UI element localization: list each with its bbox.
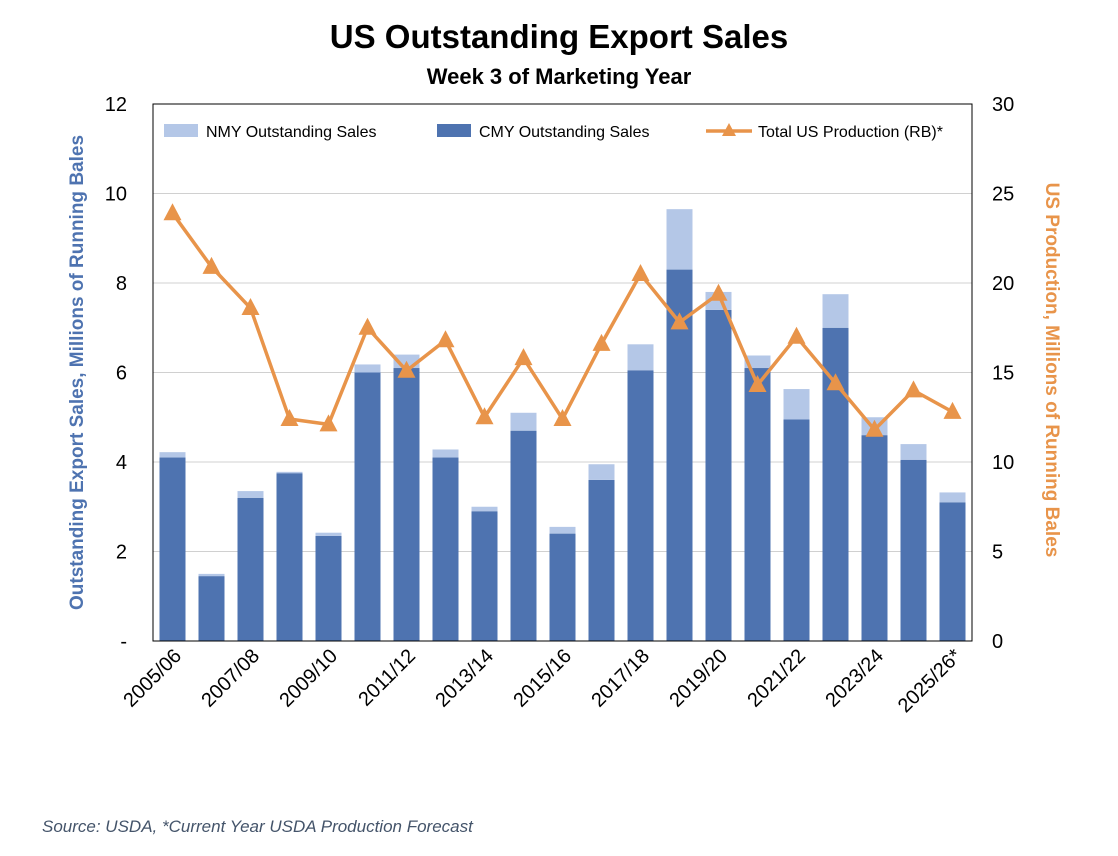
- y-right-tick-label: 0: [992, 631, 1003, 653]
- nmy-bar: [159, 452, 186, 458]
- production-marker: [748, 375, 767, 393]
- production-marker: [865, 419, 884, 437]
- cmy-bar: [315, 535, 342, 641]
- y-left-tick-label: 8: [116, 273, 127, 295]
- production-marker: [943, 401, 962, 419]
- x-tick-label: 2017/18: [587, 645, 654, 712]
- nmy-bar: [666, 209, 693, 270]
- production-marker: [514, 348, 533, 366]
- plot-frame: [152, 103, 973, 642]
- production-marker: [202, 256, 221, 274]
- x-tick-label: 2007/08: [197, 645, 264, 712]
- chart-title: US Outstanding Export Sales: [329, 18, 789, 55]
- production-marker: [241, 298, 260, 316]
- cmy-bar: [471, 511, 498, 641]
- source-note: Source: USDA, *Current Year USDA Product…: [42, 817, 473, 836]
- production-marker: [475, 407, 494, 425]
- cmy-bar: [237, 497, 264, 641]
- legend-production-marker: [722, 123, 736, 136]
- production-marker: [358, 317, 377, 335]
- x-tick-label: 2005/06: [119, 645, 186, 712]
- cmy-bar: [744, 368, 771, 641]
- nmy-bar: [900, 444, 927, 460]
- production-marker: [787, 326, 806, 344]
- cmy-bar: [510, 430, 537, 641]
- cmy-bar: [159, 457, 186, 641]
- cmy-bar: [198, 576, 225, 641]
- nmy-bar: [198, 573, 225, 577]
- nmy-bar: [510, 412, 537, 431]
- cmy-bar: [705, 309, 732, 641]
- cmy-bar: [783, 419, 810, 641]
- nmy-bar: [588, 464, 615, 480]
- y-right-tick-label: 25: [992, 184, 1014, 206]
- legend-cmy-swatch: [437, 124, 471, 137]
- y-left-tick-label: 6: [116, 363, 127, 385]
- production-marker: [436, 330, 455, 348]
- x-tick-label: 2019/20: [665, 645, 732, 712]
- legend-nmy-label: NMY Outstanding Sales: [206, 124, 376, 141]
- production-marker: [709, 283, 728, 301]
- chart-subtitle: Week 3 of Marketing Year: [426, 64, 692, 89]
- production-marker: [397, 360, 416, 378]
- cmy-bar: [861, 435, 888, 641]
- production-marker: [826, 373, 845, 391]
- nmy-bar: [627, 344, 654, 371]
- cmy-bar: [432, 457, 459, 641]
- nmy-bar: [744, 355, 771, 369]
- x-tick-label: 2011/12: [354, 645, 420, 711]
- x-tick-label: 2009/10: [275, 645, 342, 712]
- nmy-bar: [354, 364, 381, 373]
- legend-production-label: Total US Production (RB)*: [758, 124, 943, 141]
- nmy-bar: [315, 532, 342, 536]
- y-right-tick-label: 10: [992, 452, 1014, 474]
- x-tick-label: 2025/26*: [894, 645, 966, 717]
- cmy-bar: [627, 370, 654, 641]
- production-marker: [631, 264, 650, 282]
- nmy-bar: [549, 526, 576, 534]
- production-marker: [163, 203, 182, 221]
- legend-cmy-label: CMY Outstanding Sales: [479, 124, 649, 141]
- production-marker: [592, 333, 611, 351]
- y-left-tick-label: 10: [105, 184, 127, 206]
- nmy-bar: [939, 492, 966, 503]
- y-left-tick-label: 4: [116, 452, 127, 474]
- x-tick-label: 2013/14: [431, 645, 498, 712]
- production-marker: [670, 312, 689, 330]
- cmy-bar: [354, 372, 381, 641]
- y-left-tick-label: 12: [105, 94, 127, 116]
- cmy-bar: [276, 473, 303, 641]
- x-tick-label: 2015/16: [509, 645, 576, 712]
- production-marker: [904, 380, 923, 398]
- y-right-tick-label: 5: [992, 542, 1003, 564]
- nmy-bar: [471, 506, 498, 512]
- y-right-axis-label: US Production, Millions of Running Bales: [1041, 183, 1062, 558]
- nmy-bar: [432, 449, 459, 458]
- y-right-tick-label: 20: [992, 273, 1014, 295]
- y-left-tick-label: 2: [116, 542, 127, 564]
- nmy-bar: [783, 389, 810, 420]
- nmy-bar: [237, 491, 264, 498]
- cmy-bar: [900, 459, 927, 641]
- production-marker: [553, 409, 572, 427]
- cmy-bar: [549, 533, 576, 641]
- cmy-bar: [588, 479, 615, 641]
- x-tick-label: 2021/22: [743, 645, 810, 712]
- cmy-bar: [393, 368, 420, 641]
- y-left-tick-label: -: [120, 631, 127, 653]
- production-marker: [319, 414, 338, 432]
- x-tick-label: 2023/24: [821, 645, 888, 712]
- production-marker: [280, 409, 299, 427]
- cmy-bar: [666, 269, 693, 641]
- y-right-tick-label: 30: [992, 94, 1014, 116]
- legend-nmy-swatch: [164, 124, 198, 137]
- y-left-axis-label: Outstanding Export Sales, Millions of Ru…: [67, 135, 88, 610]
- cmy-bar: [939, 502, 966, 641]
- y-right-tick-label: 15: [992, 363, 1014, 385]
- nmy-bar: [822, 294, 849, 328]
- nmy-bar: [276, 471, 303, 474]
